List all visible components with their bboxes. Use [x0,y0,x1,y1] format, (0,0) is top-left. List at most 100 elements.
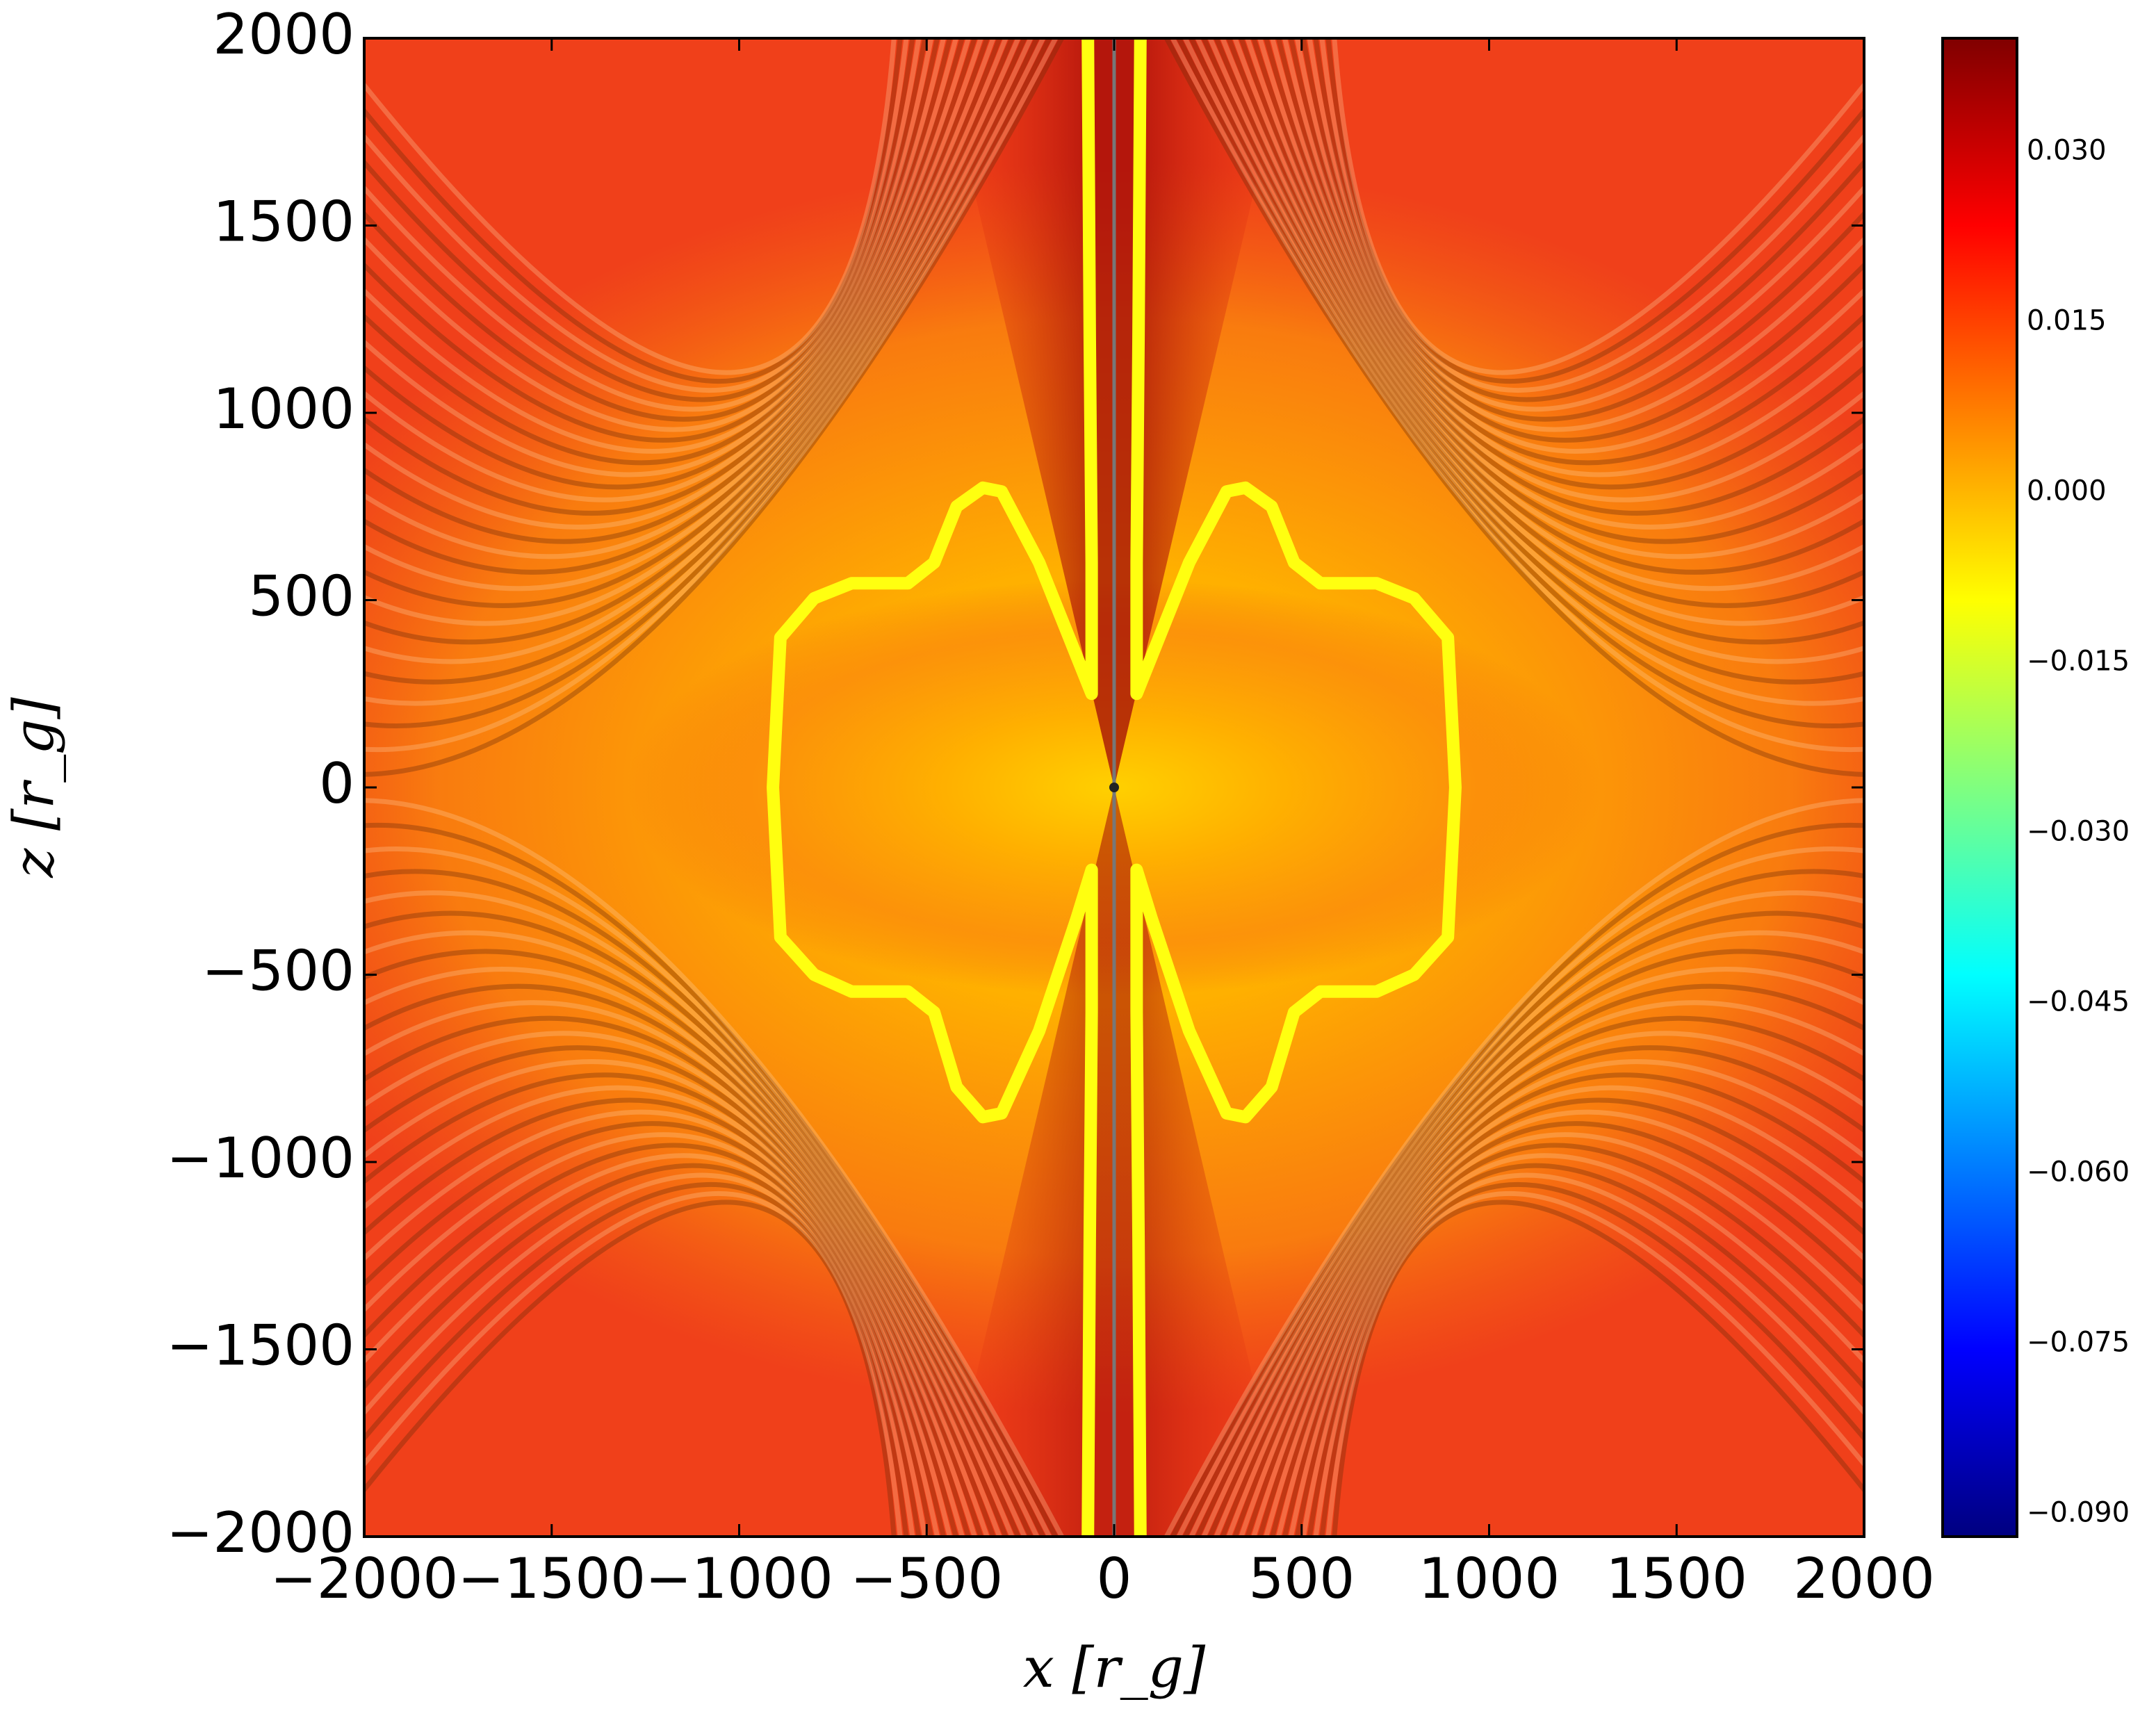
streamline [1276,1109,1864,1537]
streamline [1163,38,1864,777]
x-tick-label: −1000 [645,1546,833,1611]
streamline [364,1172,915,1537]
colorbar-tick-label: −0.030 [2027,815,2130,847]
streamline [364,1200,897,1537]
x-tick-label: 2000 [1793,1546,1935,1611]
streamline [1226,38,1864,575]
x-tick-label: −500 [850,1546,1003,1611]
x-tick-label: −2000 [270,1546,459,1611]
ticks: −2000 −1500 −1000 −500 0 500 1000 1500 2000−2000… [166,2,2130,1611]
streamline [364,38,909,393]
streamline [364,949,1021,1537]
streamline [364,1153,928,1537]
streamline [1182,869,1864,1537]
streamline [364,38,903,384]
contour [773,38,1455,1537]
streamline [1251,1059,1864,1537]
streamline [364,1000,1002,1537]
colorbar-tick-label: 0.030 [2027,134,2107,166]
streamline [364,1085,965,1537]
streamline [364,38,1052,729]
colorbar [1941,37,2018,1538]
colorbar-tick-label: −0.015 [2027,645,2130,677]
streamline [364,846,1052,1537]
streamline [1232,38,1864,559]
streamline [1245,38,1864,530]
streamlines [364,38,1864,1537]
streamline [1182,38,1864,706]
y-tick-label: 500 [248,564,354,628]
streamline [1220,983,1864,1537]
streamline [1332,1200,1864,1537]
streamline [1313,38,1864,402]
streamline [364,1072,971,1537]
streamline [1332,38,1864,375]
streamline [1325,1191,1864,1537]
y-tick-label: 2000 [213,2,354,67]
streamline [364,1191,903,1537]
streamline [364,38,915,402]
streamline [364,798,1065,1537]
streamline [364,38,990,544]
streamline [1201,38,1864,645]
streamline [364,38,1002,575]
colorbar-tick-label: −0.075 [2027,1326,2130,1358]
streamline [364,38,971,502]
streamline [364,1109,952,1537]
streamline [364,1031,990,1537]
streamline [1220,38,1864,591]
colorbar-tick-label: −0.045 [2027,985,2130,1017]
streamline [1288,38,1864,443]
field [364,38,1864,1537]
streamline [1232,1015,1864,1537]
streamline [1189,38,1864,685]
streamline [364,38,1021,626]
x-axis-label: x [r_g] [1023,1635,1206,1700]
streamline [1176,38,1864,729]
y-axis-label: z [r_g] [1,696,66,878]
streamline [364,38,897,375]
streamline [1189,890,1864,1537]
streamline [1195,910,1864,1537]
streamline [1319,1181,1864,1537]
streamline [364,38,983,530]
streamline [1257,38,1864,502]
streamline [364,38,928,422]
colorbar-tick-label: −0.060 [2027,1156,2130,1188]
streamline [1176,846,1864,1537]
streamline [364,38,996,559]
streamline [364,930,1027,1537]
streamline [364,1163,922,1537]
streamline [364,38,1059,753]
y-tick-label: −1000 [166,1126,354,1191]
streamline [1239,1031,1864,1537]
streamline [1294,1143,1864,1537]
streamline [364,38,1015,608]
y-tick-label: 1500 [213,189,354,254]
streamline [364,1015,996,1537]
streamline [1207,949,1864,1537]
streamline [364,1143,934,1537]
streamline [364,983,1008,1537]
streamline [1307,38,1864,412]
streamline [364,890,1040,1537]
y-tick-label: −500 [202,938,354,1003]
streamline [1313,1172,1864,1537]
streamline [1251,38,1864,516]
streamline [364,1132,940,1537]
streamline [364,38,1008,591]
colorbar-tick-label: −0.090 [2027,1496,2130,1528]
streamline [1276,38,1864,466]
streamline [1170,822,1864,1537]
streamline [364,1121,947,1537]
streamline [364,910,1034,1537]
streamline [1307,1163,1864,1537]
streamline [364,38,934,432]
streamline [364,1097,958,1537]
streamline [1239,38,1864,544]
colorbar-tick-label: 0.015 [2027,304,2107,336]
origin-dot [1109,783,1119,792]
streamline [1270,38,1864,477]
